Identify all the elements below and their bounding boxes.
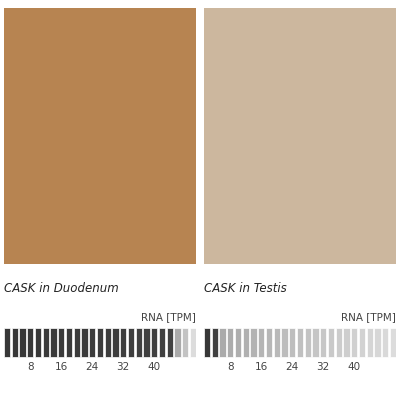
Text: 24: 24 [286,362,299,372]
Bar [366,328,373,357]
Bar [258,328,264,357]
Bar [97,328,103,357]
Bar [266,328,272,357]
Text: 40: 40 [148,362,161,372]
Bar [159,328,165,357]
Bar [328,328,334,357]
Text: 8: 8 [27,362,34,372]
Bar [312,328,318,357]
Bar [143,328,150,357]
Bar [82,328,88,357]
Bar [390,328,396,357]
Bar [12,328,18,357]
Bar [382,328,388,357]
Bar [74,328,80,357]
Text: 16: 16 [255,362,268,372]
Bar [174,328,180,357]
Bar [220,328,226,357]
Bar [182,328,188,357]
Text: 8: 8 [227,362,234,372]
Bar [305,328,311,357]
Bar [250,328,257,357]
Text: 32: 32 [316,362,330,372]
Bar [297,328,303,357]
Text: 16: 16 [55,362,68,372]
Bar [112,328,118,357]
Bar [235,328,241,357]
Bar [105,328,111,357]
Text: RNA [TPM]: RNA [TPM] [341,312,396,322]
Bar [136,328,142,357]
Bar [151,328,157,357]
Bar [212,328,218,357]
Bar [289,328,295,357]
Bar [128,328,134,357]
Bar [27,328,34,357]
Bar [20,328,26,357]
Bar [227,328,234,357]
Bar [89,328,95,357]
Bar [359,328,365,357]
Bar [4,328,10,357]
Bar [66,328,72,357]
Bar [120,328,126,357]
Bar [343,328,350,357]
Bar [50,328,57,357]
Bar [204,328,210,357]
Bar [58,328,64,357]
Bar [374,328,380,357]
Bar [351,328,357,357]
Text: RNA [TPM]: RNA [TPM] [141,312,196,322]
Text: CASK in Duodenum: CASK in Duodenum [4,282,119,294]
Bar [274,328,280,357]
Bar [243,328,249,357]
Text: 24: 24 [86,362,99,372]
Bar [320,328,326,357]
Text: 40: 40 [348,362,361,372]
Bar [166,328,173,357]
Text: 32: 32 [116,362,130,372]
Bar [35,328,41,357]
Bar [43,328,49,357]
Bar [282,328,288,357]
Bar [190,328,196,357]
Text: CASK in Testis: CASK in Testis [204,282,287,294]
Bar [336,328,342,357]
